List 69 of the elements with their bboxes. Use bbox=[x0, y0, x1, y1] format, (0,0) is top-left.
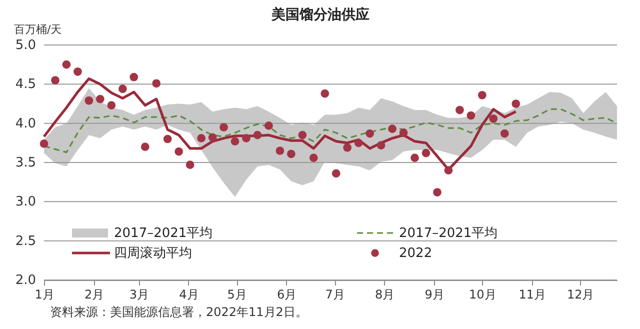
point bbox=[489, 114, 498, 123]
point bbox=[354, 138, 363, 148]
point bbox=[140, 142, 150, 152]
x-tick-label: 1月 bbox=[34, 288, 54, 302]
point bbox=[433, 188, 442, 196]
point bbox=[298, 130, 307, 140]
x-tick-label: 7月 bbox=[325, 288, 345, 302]
point bbox=[332, 169, 340, 178]
legend-label: 2017–2021平均 bbox=[399, 226, 498, 241]
y-tick-label: 2.0 bbox=[15, 273, 36, 288]
point bbox=[51, 76, 60, 84]
legend-label: 四周滚动平均 bbox=[114, 246, 192, 261]
point bbox=[500, 129, 509, 138]
point bbox=[62, 60, 71, 69]
point bbox=[118, 84, 127, 94]
point bbox=[84, 96, 94, 105]
point bbox=[466, 111, 476, 120]
point bbox=[163, 134, 172, 144]
point bbox=[253, 130, 262, 140]
point bbox=[152, 79, 161, 88]
x-tick-label: 9月 bbox=[424, 288, 444, 302]
point bbox=[197, 134, 206, 142]
point bbox=[264, 122, 273, 130]
x-tick-label: 8月 bbox=[374, 288, 395, 302]
point bbox=[422, 148, 430, 158]
point bbox=[376, 141, 386, 150]
point bbox=[96, 94, 104, 104]
point bbox=[242, 134, 250, 142]
point bbox=[230, 137, 240, 146]
point bbox=[40, 140, 48, 148]
point bbox=[320, 89, 330, 98]
point bbox=[174, 147, 184, 156]
point bbox=[309, 154, 318, 162]
point bbox=[456, 106, 464, 114]
text: 资料来源：美国能源信息署，2022年11月2日。 bbox=[50, 305, 308, 319]
point bbox=[366, 129, 374, 138]
point bbox=[107, 101, 116, 110]
y-tick-label: 2.5 bbox=[15, 234, 36, 249]
x-tick-label: 11月 bbox=[518, 288, 546, 302]
point bbox=[512, 100, 520, 108]
point bbox=[276, 146, 284, 155]
point bbox=[186, 160, 194, 170]
x-tick-label: 12月 bbox=[566, 288, 594, 302]
point bbox=[130, 72, 138, 82]
legend-label: 2022 bbox=[399, 246, 432, 261]
chart-title: 美国馏分油供应 bbox=[270, 6, 370, 23]
point bbox=[220, 123, 228, 132]
point bbox=[444, 166, 453, 175]
x-tick-label: 4月 bbox=[179, 288, 199, 302]
point bbox=[286, 150, 296, 158]
point bbox=[410, 154, 419, 162]
x-tick-label: 10月 bbox=[469, 288, 496, 302]
y-axis-title: 百万桶/天 bbox=[14, 23, 62, 36]
point bbox=[208, 133, 217, 142]
point bbox=[478, 90, 486, 100]
point bbox=[343, 143, 352, 152]
x-tick-label: 2月 bbox=[84, 288, 104, 302]
point bbox=[388, 124, 396, 133]
x-tick-label: 6月 bbox=[277, 288, 297, 302]
point bbox=[399, 128, 408, 137]
text: 2017–2021平均 bbox=[114, 226, 213, 241]
y-tick-label: 4.5 bbox=[15, 77, 36, 92]
y-tick-label: 5.0 bbox=[15, 38, 36, 53]
y-tick-label: 3.0 bbox=[15, 194, 36, 210]
x-tick-label: 3月 bbox=[129, 288, 150, 302]
x-tick-label: 5月 bbox=[227, 288, 247, 302]
y-tick-label: 4.0 bbox=[15, 116, 36, 132]
y-tick-label: 3.5 bbox=[15, 156, 36, 170]
point bbox=[74, 67, 82, 76]
